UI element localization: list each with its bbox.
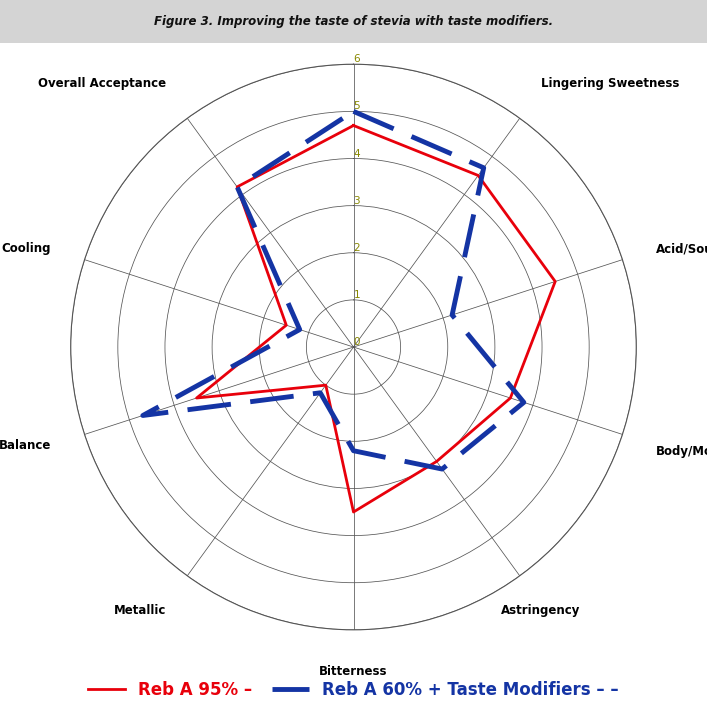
Legend: Reb A 95% –, Reb A 60% + Taste Modifiers – –: Reb A 95% –, Reb A 60% + Taste Modifiers… [81, 675, 626, 706]
Text: Overall Acceptance: Overall Acceptance [38, 77, 166, 90]
Text: Metallic: Metallic [114, 604, 166, 617]
Text: Lingering Sweetness: Lingering Sweetness [541, 77, 679, 90]
Text: Body/Mouthfeel: Body/Mouthfeel [656, 445, 707, 458]
Text: Balance: Balance [0, 439, 51, 452]
Text: Astringency: Astringency [501, 604, 580, 617]
Text: Upfront Sweetness: Upfront Sweetness [290, 16, 417, 29]
Text: Acid/Sour: Acid/Sour [656, 242, 707, 255]
Text: Bitterness: Bitterness [320, 665, 387, 678]
Text: Cooling: Cooling [1, 242, 51, 255]
Text: Figure 3. Improving the taste of stevia with taste modifiers.: Figure 3. Improving the taste of stevia … [154, 15, 553, 28]
